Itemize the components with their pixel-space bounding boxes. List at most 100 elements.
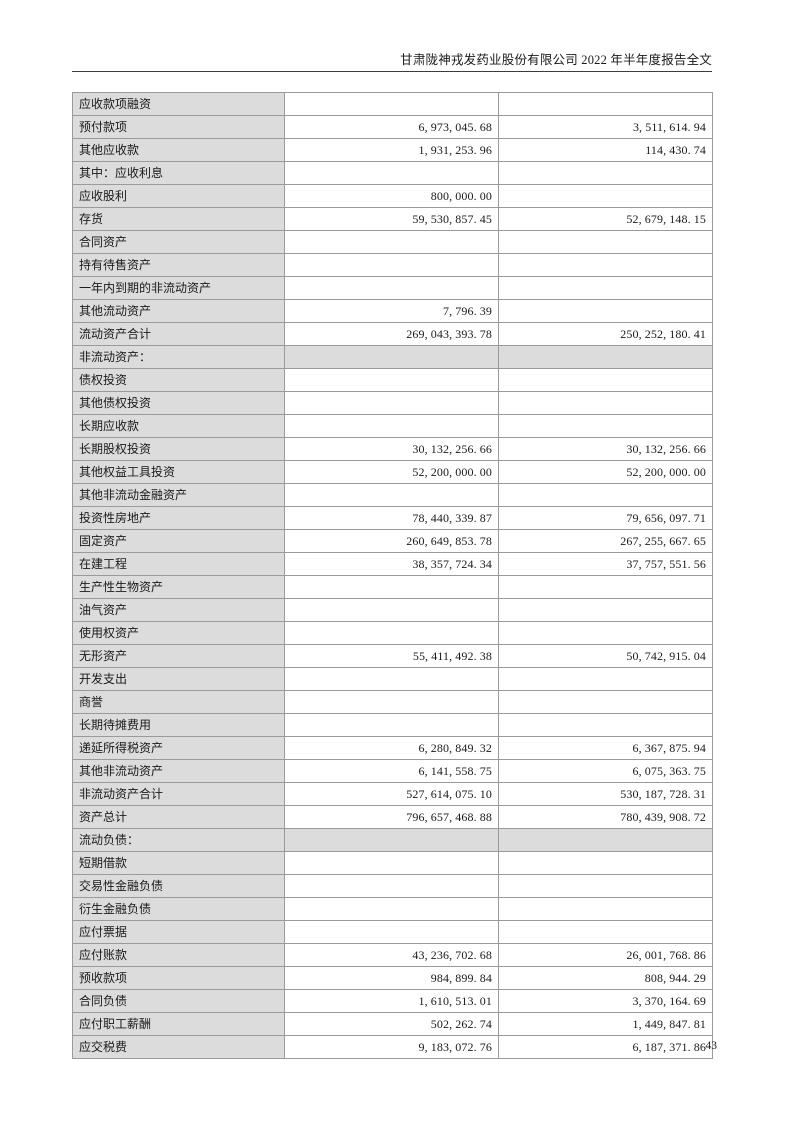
- row-label: 预收款项: [72, 966, 285, 990]
- row-value-current-period: 7, 796. 39: [284, 299, 499, 323]
- row-value-prior-period: [498, 345, 713, 369]
- row-value-prior-period: [498, 690, 713, 714]
- row-label: 存货: [72, 207, 285, 231]
- row-value-current-period: [284, 345, 499, 369]
- row-label: 应收款项融资: [72, 92, 285, 116]
- table-row: 非流动资产合计 527, 614, 075. 10 530, 187, 728. 3…: [72, 782, 713, 806]
- row-label: 应交税费: [72, 1035, 285, 1059]
- table-row: 短期借款: [72, 851, 713, 875]
- row-value-current-period: [284, 161, 499, 185]
- row-label: 资产总计: [72, 805, 285, 829]
- row-label: 在建工程: [72, 552, 285, 576]
- row-value-current-period: 6, 141, 558. 75: [284, 759, 499, 783]
- row-value-current-period: 260, 649, 853. 78: [284, 529, 499, 553]
- row-value-prior-period: [498, 299, 713, 323]
- row-label: 其他债权投资: [72, 391, 285, 415]
- row-value-current-period: 984, 899. 84: [284, 966, 499, 990]
- row-value-prior-period: [498, 184, 713, 208]
- row-value-prior-period: 267, 255, 667. 65: [498, 529, 713, 553]
- row-label: 短期借款: [72, 851, 285, 875]
- table-row: 交易性金融负债: [72, 874, 713, 898]
- balance-sheet-table-container: 应收款项融资 预付款项 6, 973, 045. 68 3, 511, 614. 94…: [72, 92, 713, 1059]
- table-row: 流动负债：: [72, 828, 713, 852]
- row-value-current-period: [284, 483, 499, 507]
- row-value-current-period: [284, 713, 499, 737]
- row-value-prior-period: 50, 742, 915. 04: [498, 644, 713, 668]
- row-value-prior-period: [498, 828, 713, 852]
- table-row: 应交税费 9, 183, 072. 76 6, 187, 371. 86: [72, 1035, 713, 1059]
- row-value-prior-period: [498, 920, 713, 944]
- row-label: 商誉: [72, 690, 285, 714]
- row-value-current-period: 1, 931, 253. 96: [284, 138, 499, 162]
- row-value-prior-period: 3, 511, 614. 94: [498, 115, 713, 139]
- row-value-prior-period: [498, 253, 713, 277]
- table-row: 商誉: [72, 690, 713, 714]
- row-value-current-period: [284, 621, 499, 645]
- table-row: 合同负债 1, 610, 513. 01 3, 370, 164. 69: [72, 989, 713, 1013]
- table-row: 无形资产 55, 411, 492. 38 50, 742, 915. 04: [72, 644, 713, 668]
- row-label: 使用权资产: [72, 621, 285, 645]
- row-value-prior-period: [498, 575, 713, 599]
- row-value-current-period: [284, 851, 499, 875]
- row-value-current-period: [284, 667, 499, 691]
- row-value-current-period: [284, 253, 499, 277]
- table-row: 应付账款 43, 236, 702. 68 26, 001, 768. 86: [72, 943, 713, 967]
- row-label: 应收股利: [72, 184, 285, 208]
- row-label: 开发支出: [72, 667, 285, 691]
- table-row: 非流动资产：: [72, 345, 713, 369]
- table-row: 其中：应收利息: [72, 161, 713, 185]
- row-value-current-period: [284, 414, 499, 438]
- row-label: 其他流动资产: [72, 299, 285, 323]
- table-row: 投资性房地产 78, 440, 339. 87 79, 656, 097. 71: [72, 506, 713, 530]
- row-value-current-period: 78, 440, 339. 87: [284, 506, 499, 530]
- row-value-current-period: [284, 276, 499, 300]
- row-value-current-period: 6, 973, 045. 68: [284, 115, 499, 139]
- row-value-prior-period: [498, 874, 713, 898]
- table-row: 长期待摊费用: [72, 713, 713, 737]
- row-value-current-period: 269, 043, 393. 78: [284, 322, 499, 346]
- row-value-current-period: [284, 598, 499, 622]
- row-value-current-period: [284, 828, 499, 852]
- row-value-prior-period: [498, 391, 713, 415]
- table-row: 流动资产合计 269, 043, 393. 78 250, 252, 180. 41: [72, 322, 713, 346]
- row-value-prior-period: 530, 187, 728. 31: [498, 782, 713, 806]
- table-row: 使用权资产: [72, 621, 713, 645]
- row-value-prior-period: [498, 276, 713, 300]
- row-label: 生产性生物资产: [72, 575, 285, 599]
- row-value-prior-period: [498, 92, 713, 116]
- row-label: 非流动资产：: [72, 345, 285, 369]
- row-value-prior-period: 808, 944. 29: [498, 966, 713, 990]
- table-row: 一年内到期的非流动资产: [72, 276, 713, 300]
- row-value-current-period: 527, 614, 075. 10: [284, 782, 499, 806]
- table-row: 在建工程 38, 357, 724. 34 37, 757, 551. 56: [72, 552, 713, 576]
- row-label: 合同负债: [72, 989, 285, 1013]
- row-value-current-period: 800, 000. 00: [284, 184, 499, 208]
- row-label: 一年内到期的非流动资产: [72, 276, 285, 300]
- table-row: 长期应收款: [72, 414, 713, 438]
- row-value-current-period: 55, 411, 492. 38: [284, 644, 499, 668]
- row-value-prior-period: 1, 449, 847. 81: [498, 1012, 713, 1036]
- row-value-prior-period: [498, 161, 713, 185]
- table-row: 持有待售资产: [72, 253, 713, 277]
- row-value-prior-period: 6, 075, 363. 75: [498, 759, 713, 783]
- row-label: 债权投资: [72, 368, 285, 392]
- table-row: 预收款项 984, 899. 84 808, 944. 29: [72, 966, 713, 990]
- row-value-current-period: 1, 610, 513. 01: [284, 989, 499, 1013]
- row-value-prior-period: 30, 132, 256. 66: [498, 437, 713, 461]
- row-value-current-period: [284, 391, 499, 415]
- row-value-prior-period: [498, 230, 713, 254]
- row-label: 其他非流动金融资产: [72, 483, 285, 507]
- row-label: 交易性金融负债: [72, 874, 285, 898]
- row-value-prior-period: 26, 001, 768. 86: [498, 943, 713, 967]
- row-label: 长期股权投资: [72, 437, 285, 461]
- row-label: 其他应收款: [72, 138, 285, 162]
- row-value-prior-period: 6, 187, 371. 86: [498, 1035, 713, 1059]
- row-value-current-period: [284, 92, 499, 116]
- row-label: 长期应收款: [72, 414, 285, 438]
- balance-sheet-body: 应收款项融资 预付款项 6, 973, 045. 68 3, 511, 614. 94…: [72, 92, 713, 1059]
- row-value-prior-period: [498, 414, 713, 438]
- row-label: 非流动资产合计: [72, 782, 285, 806]
- row-label: 其中：应收利息: [72, 161, 285, 185]
- row-label: 应付账款: [72, 943, 285, 967]
- row-value-current-period: [284, 897, 499, 921]
